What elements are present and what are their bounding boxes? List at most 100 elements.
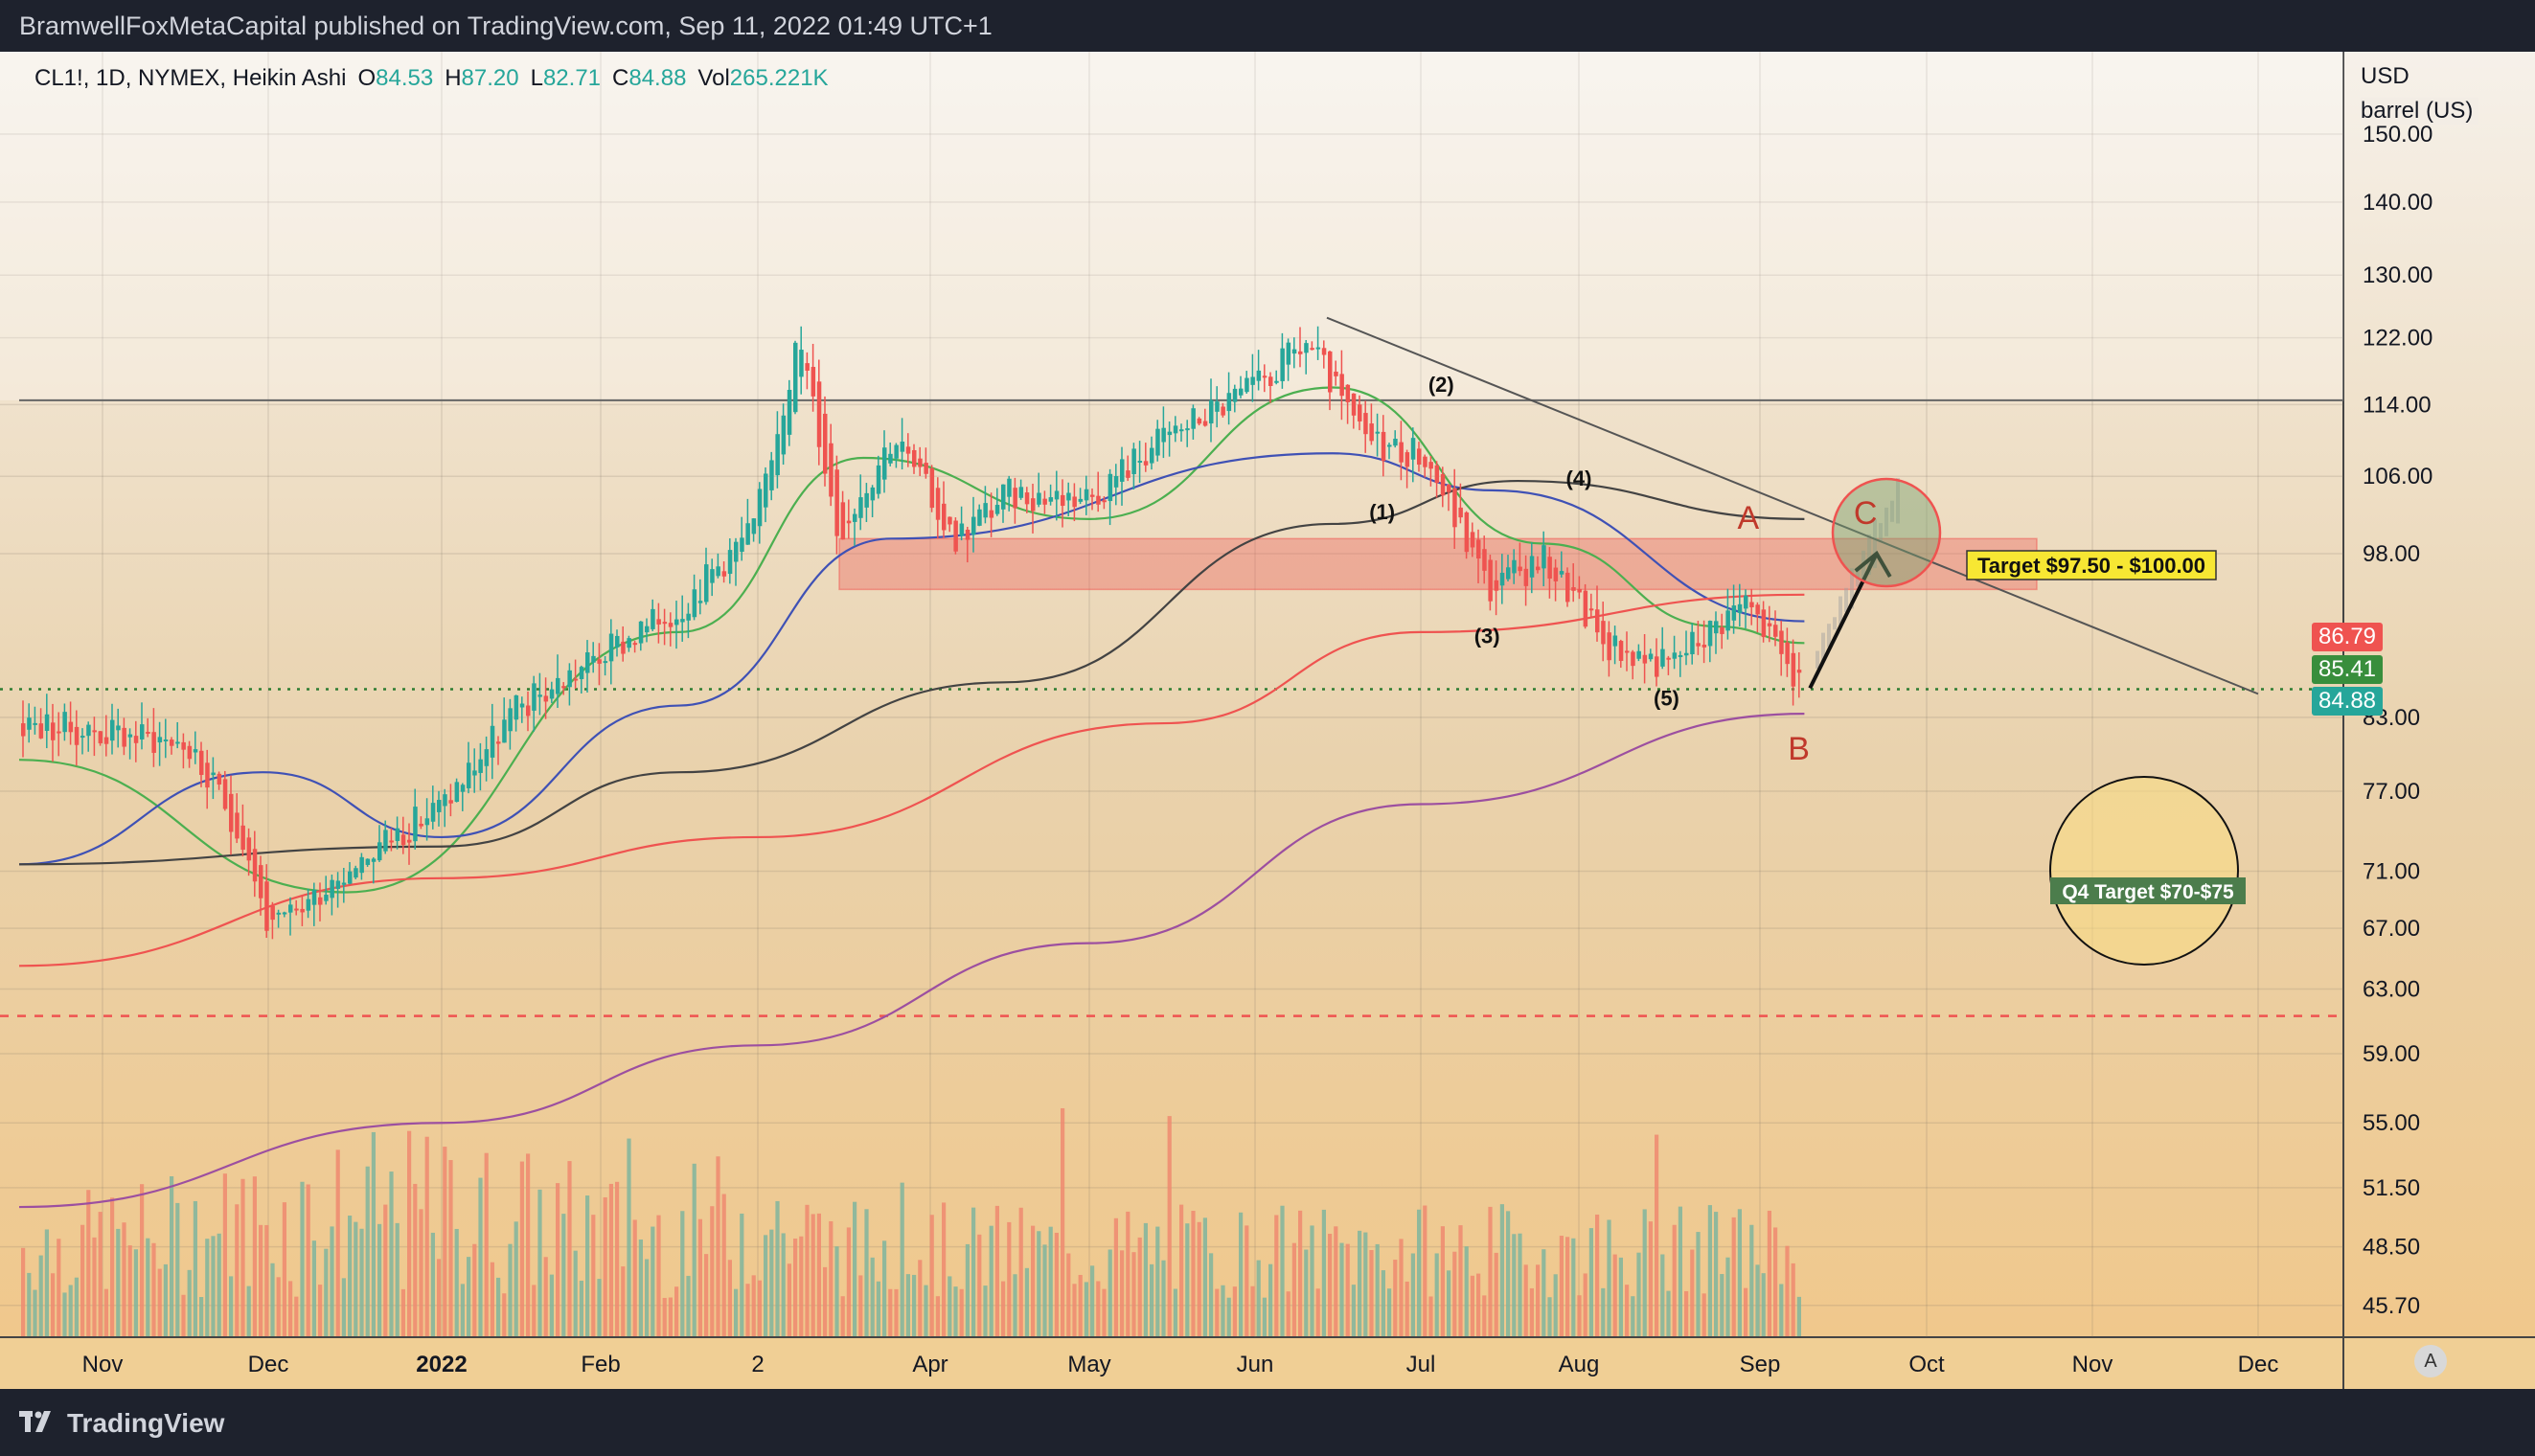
candle-body: [74, 726, 80, 745]
volume-bar: [769, 1229, 774, 1336]
volume-bar: [472, 1243, 477, 1336]
candle-body: [1013, 488, 1017, 509]
time-axis[interactable]: Nov Dec 2022 Feb 2 Apr May Jun Jul Aug Sep Oct Nov De…: [82, 1352, 2279, 1377]
candle-body: [1447, 485, 1451, 492]
price-tick-label: 130.00: [2363, 262, 2432, 288]
candle-body: [621, 641, 626, 654]
candle-body: [1226, 393, 1232, 412]
candle-body: [692, 589, 697, 618]
price-axis[interactable]: 45.70 48.50 51.50 55.00 59.00 63.00 67.00 71.00…: [2363, 122, 2432, 1319]
candle-body: [1512, 559, 1517, 574]
candle-body: [1684, 652, 1689, 656]
candle-body: [549, 689, 555, 699]
volume-bar: [1488, 1206, 1493, 1336]
volume-bar: [549, 1274, 554, 1336]
brand[interactable]: TradingView: [19, 1408, 224, 1439]
candle-body: [407, 839, 412, 843]
candle-body: [1102, 500, 1107, 503]
volume-bar: [603, 1196, 607, 1336]
volume-bar: [1358, 1230, 1362, 1336]
candle-body: [627, 638, 631, 648]
candle-body: [38, 723, 44, 739]
volume-bar: [994, 1205, 999, 1336]
candle-body: [57, 731, 61, 734]
candle-body: [27, 717, 32, 730]
ma-line: [18, 479, 1805, 866]
volume-bar: [1054, 1232, 1059, 1336]
volume-bar: [57, 1239, 61, 1336]
candle-body: [187, 745, 193, 760]
candle-body: [1428, 462, 1433, 469]
volume-bar: [1577, 1295, 1582, 1336]
volume-bar: [1707, 1205, 1712, 1336]
volume-bar: [948, 1276, 952, 1336]
candle-body: [556, 677, 560, 694]
volume-bar: [140, 1184, 145, 1336]
candle-body: [1423, 456, 1427, 467]
candle-body: [1250, 376, 1255, 385]
candle-body: [1321, 348, 1327, 355]
volume-bar: [1066, 1253, 1071, 1336]
price-tick-label: 150.00: [2363, 122, 2432, 148]
symbol-label[interactable]: CL1!, 1D, NYMEX, Heikin Ashi: [34, 65, 347, 91]
candle-body: [1720, 626, 1724, 634]
candle-body: [413, 807, 418, 842]
auto-scale-button[interactable]: A: [2414, 1345, 2447, 1377]
volume-bar: [1512, 1234, 1517, 1336]
projection-candle: [1850, 568, 1854, 609]
volume-bar: [519, 1161, 524, 1336]
volume-bar: [133, 1249, 138, 1336]
candle-body: [140, 724, 145, 739]
volume-bar: [1298, 1210, 1303, 1336]
volume-bar: [1428, 1296, 1433, 1336]
trendline: [1326, 316, 2259, 695]
volume-bar: [1345, 1243, 1350, 1336]
volume-bar: [496, 1277, 501, 1336]
candle-body: [1054, 490, 1060, 500]
candle-body: [1494, 580, 1499, 591]
volume-bar: [335, 1149, 340, 1336]
candle-body: [1375, 431, 1381, 434]
target-label-box: [1966, 550, 2217, 580]
candle-body: [1542, 545, 1546, 569]
volume-bar: [1185, 1223, 1190, 1336]
candle-body: [502, 719, 507, 743]
candle-body: [1536, 566, 1541, 571]
candle-body: [543, 695, 549, 702]
candle-body: [787, 389, 792, 435]
volume-bar: [532, 1285, 537, 1336]
volume-bar: [1197, 1221, 1201, 1336]
volume-bar: [1131, 1252, 1136, 1336]
candle-body: [745, 523, 750, 545]
wave-label: (2): [1428, 373, 1454, 397]
volume-bar: [757, 1280, 762, 1336]
volume-bar: [348, 1216, 353, 1336]
candle-body: [716, 566, 720, 577]
volume-bar: [127, 1245, 132, 1336]
volume-bar: [1452, 1251, 1457, 1336]
price-chart[interactable]: (1) (2) (3) (4) (5) A B C Target $97.50 - $100.0…: [0, 52, 2535, 1391]
volume-bar: [1796, 1296, 1801, 1336]
candle-body: [1553, 567, 1559, 581]
volume-bar: [1476, 1273, 1481, 1336]
candle-body: [1559, 571, 1564, 575]
candle-body: [437, 800, 442, 812]
volume-bar: [1714, 1212, 1719, 1336]
price-tick-label: 71.00: [2363, 859, 2420, 885]
volume-bar: [407, 1130, 412, 1336]
volume-bar: [668, 1297, 673, 1336]
open-label: O: [357, 65, 377, 91]
volume-bar: [44, 1229, 49, 1336]
candle-body: [472, 770, 477, 776]
volume-bar: [1761, 1273, 1766, 1336]
time-tick-label: May: [1067, 1352, 1110, 1377]
candle-body: [1037, 492, 1041, 505]
wave-label: A: [1737, 500, 1759, 536]
candle-body: [460, 785, 466, 792]
volume-bar: [276, 1277, 281, 1336]
volume-bar: [1470, 1275, 1474, 1336]
volume-bar: [1304, 1249, 1309, 1336]
volume-bar: [1245, 1225, 1249, 1336]
candle-body: [246, 837, 252, 861]
candle-body: [229, 793, 234, 832]
